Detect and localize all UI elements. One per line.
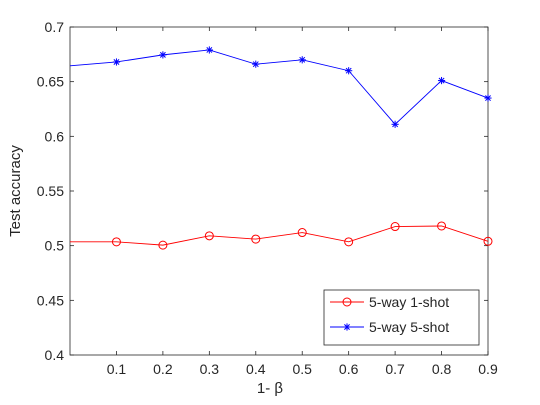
legend: 5-way 1-shot 5-way 5-shot — [323, 289, 480, 346]
data-point — [159, 51, 167, 59]
data-point — [437, 76, 446, 85]
x-tick-label: 0.2 — [153, 361, 173, 377]
x-tick-label: 0.1 — [107, 361, 127, 377]
data-point — [297, 228, 307, 238]
x-tick-label: 0.5 — [292, 361, 312, 377]
data-point — [298, 56, 306, 64]
y-axis-ticks: 0.4 0.45 0.5 0.55 0.6 0.65 0.7 — [37, 19, 488, 363]
y-tick-label: 0.4 — [45, 347, 65, 363]
data-point — [390, 222, 400, 232]
x-axis-label: 1- β — [257, 380, 284, 397]
data-point — [251, 234, 261, 244]
data-point — [483, 236, 493, 246]
data-point — [484, 94, 492, 102]
data-point — [344, 237, 354, 247]
x-tick-label: 0.9 — [478, 361, 498, 377]
x-tick-label: 0.4 — [246, 361, 266, 377]
legend-entry: 5-way 1-shot — [330, 294, 449, 310]
data-point — [205, 46, 213, 54]
y-tick-label: 0.7 — [45, 19, 65, 35]
y-tick-label: 0.65 — [37, 74, 64, 90]
y-tick-label: 0.6 — [45, 128, 65, 144]
data-point — [391, 120, 399, 128]
data-point — [112, 58, 121, 66]
series-line — [69, 49, 489, 125]
series-1 — [70, 221, 493, 250]
series-layer — [69, 46, 493, 250]
y-tick-label: 0.5 — [45, 238, 65, 254]
data-point — [204, 231, 214, 241]
data-point — [111, 237, 121, 247]
legend-label: 5-way 1-shot — [369, 294, 449, 310]
data-point — [158, 240, 168, 250]
legend-label: 5-way 5-shot — [369, 319, 449, 335]
y-tick-label: 0.45 — [37, 292, 64, 308]
legend-entry: 5-way 5-shot — [330, 319, 449, 335]
x-tick-label: 0.6 — [339, 361, 359, 377]
data-point — [345, 67, 353, 75]
series-line — [70, 225, 489, 246]
y-tick-label: 0.55 — [37, 183, 64, 199]
data-point — [252, 60, 260, 68]
x-tick-label: 0.7 — [385, 361, 405, 377]
x-tick-label: 0.3 — [200, 361, 220, 377]
x-axis-ticks: 0.1 0.2 0.3 0.4 0.5 0.6 0.7 0.8 0.9 — [107, 27, 498, 377]
legend-marker — [343, 323, 351, 331]
data-point — [437, 221, 447, 231]
x-tick-label: 0.8 — [432, 361, 452, 377]
legend-marker — [342, 297, 352, 307]
series-2 — [69, 46, 492, 128]
y-axis-label: Test accuracy — [7, 145, 24, 237]
